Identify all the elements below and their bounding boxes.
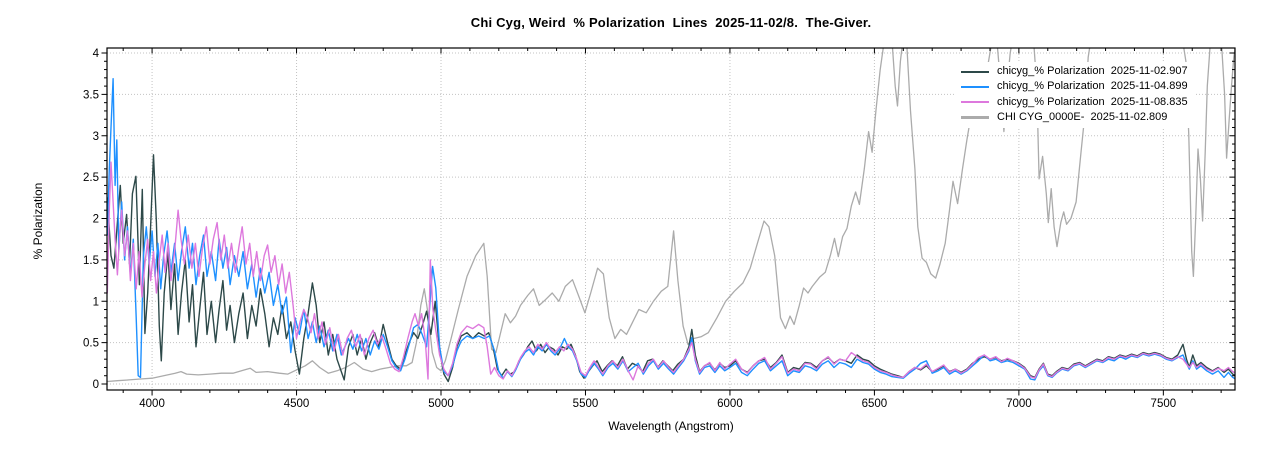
- legend-line-swatch: [961, 70, 989, 73]
- legend: chicyg_% Polarization 2025-11-02.907 chic…: [955, 62, 1196, 129]
- legend-item-label: CHI CYG_0000E- 2025-11-02.809: [997, 110, 1168, 123]
- legend-item-label: chicyg_% Polarization 2025-11-02.907: [997, 65, 1188, 77]
- x-tick-label: 5500: [573, 398, 599, 410]
- legend-line-swatch: [961, 116, 989, 119]
- x-tick-label: 5000: [428, 398, 454, 410]
- y-tick-label: 0.5: [83, 338, 99, 350]
- x-tick-label: 6500: [862, 398, 888, 410]
- legend-item: chicyg_% Polarization 2025-11-02.907: [961, 64, 1188, 79]
- x-tick-label: 6000: [717, 398, 743, 410]
- legend-item-label: chicyg_% Polarization 2025-11-08.835: [997, 95, 1188, 108]
- legend-item: chicyg_% Polarization 2025-11-04.899: [961, 79, 1188, 94]
- legend-item: CHI CYG_0000E- 2025-11-02.809: [961, 110, 1188, 125]
- x-tick-label: 4500: [284, 398, 310, 410]
- y-tick-label: 1.5: [83, 255, 99, 267]
- x-tick-label: 7500: [1151, 398, 1177, 410]
- legend-line-swatch: [961, 101, 989, 104]
- legend-line-swatch: [961, 85, 989, 89]
- chart-title: Chi Cyg, Weird % Polarization Lines 2025…: [470, 15, 872, 30]
- series-line-2: [107, 78, 1235, 381]
- x-tick-label: 4000: [139, 398, 165, 410]
- y-tick-label: 1: [93, 296, 99, 308]
- legend-item-label: chicyg_% Polarization 2025-11-04.899: [997, 80, 1188, 93]
- y-tick-label: 3: [93, 131, 99, 143]
- x-tick-label: 7000: [1006, 398, 1032, 410]
- legend-item: chicyg_% Polarization 2025-11-08.835: [961, 95, 1188, 110]
- x-axis-label: Wavelength (Angstrom): [608, 419, 734, 433]
- series-line-3: [107, 161, 1235, 381]
- y-tick-label: 0: [93, 379, 99, 391]
- y-tick-label: 2: [93, 214, 99, 226]
- series-line-4: [107, 48, 1235, 383]
- y-tick-label: 3.5: [83, 89, 99, 101]
- y-tick-label: 4: [93, 48, 100, 60]
- y-tick-label: 2.5: [83, 172, 99, 184]
